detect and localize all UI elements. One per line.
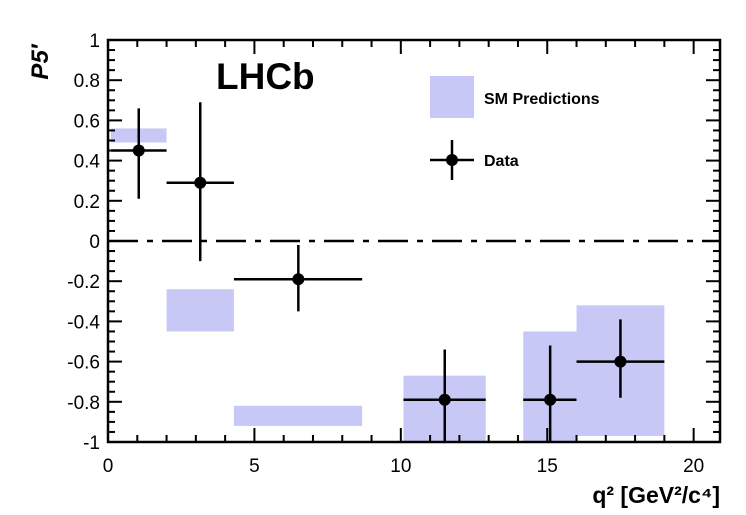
legend-data-label: Data <box>484 153 519 170</box>
sm-band-2 <box>233 405 363 426</box>
lhcb-annotation: LHCb <box>216 56 315 97</box>
y-tick-label: -0.2 <box>67 272 100 293</box>
data-points <box>110 102 665 442</box>
y-tick-label: -1 <box>83 433 100 454</box>
data-point-3-marker <box>438 393 451 406</box>
sm-prediction-bands <box>110 128 665 442</box>
y-tick-label: 0.8 <box>74 71 100 92</box>
y-tick-labels: -1 -0.8 -0.6 -0.4 -0.2 0 0.2 0.4 0.6 0.8 1 <box>67 31 100 454</box>
axis-ticks <box>107 39 720 443</box>
data-point-2-marker <box>292 273 305 286</box>
legend: SM Predictions Data <box>430 76 600 180</box>
y-tick-label: -0.4 <box>67 312 100 333</box>
y-tick-label: 0 <box>89 232 100 253</box>
data-point-4 <box>523 345 577 442</box>
data-point-3 <box>403 349 486 442</box>
data-point-1-marker <box>194 176 207 189</box>
y-tick-label: -0.6 <box>67 353 100 374</box>
x-tick-label: 20 <box>683 456 704 477</box>
data-point-1 <box>166 102 234 262</box>
y-tick-label: -0.8 <box>67 393 100 414</box>
x-tick-labels: 0 5 10 15 20 <box>103 456 705 477</box>
y-axis-title: P5′ <box>27 43 54 79</box>
legend-data-marker <box>446 154 458 166</box>
legend-sm-swatch <box>430 76 474 118</box>
data-point-4-marker <box>544 393 557 406</box>
x-tick-label: 5 <box>249 456 260 477</box>
data-point-5 <box>576 319 665 398</box>
data-point-0 <box>110 108 167 199</box>
data-point-2 <box>233 245 363 312</box>
x-tick-label: 0 <box>103 456 114 477</box>
data-point-0-marker <box>132 144 145 157</box>
legend-sm-label: SM Predictions <box>484 91 600 108</box>
sm-band-1 <box>166 289 234 332</box>
y-tick-label: 0.4 <box>74 152 101 173</box>
data-point-5-marker <box>614 355 627 368</box>
x-axis-title: q² [GeV²/c⁴] <box>592 482 720 508</box>
x-tick-label: 15 <box>537 456 558 477</box>
y-tick-label: 0.2 <box>74 192 100 213</box>
x-tick-label: 10 <box>390 456 411 477</box>
y-tick-label: 1 <box>89 31 100 52</box>
y-tick-label: 0.6 <box>74 111 100 132</box>
